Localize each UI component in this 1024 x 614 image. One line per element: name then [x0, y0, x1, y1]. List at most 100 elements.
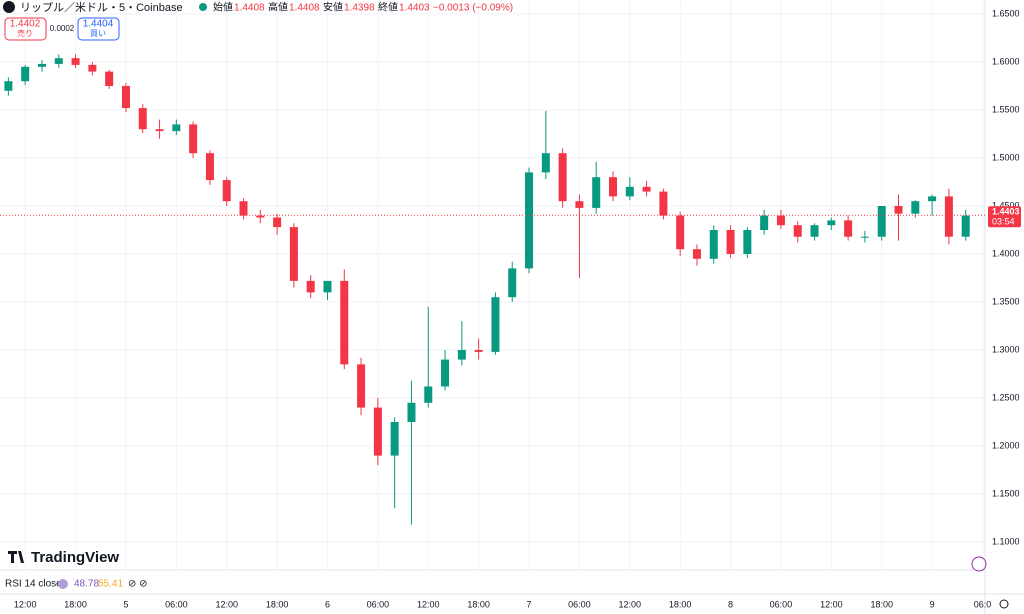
candle-body — [256, 215, 265, 218]
candles — [4, 54, 970, 525]
candle-body — [407, 402, 416, 422]
y-tick-label: 1.4500 — [992, 200, 1020, 210]
candle-body — [508, 268, 517, 298]
rsi-hide[interactable]: ⊘ ⊘ — [128, 579, 148, 590]
candle-body — [21, 66, 30, 82]
buy-label: 買い — [90, 29, 106, 38]
candle-body — [944, 196, 953, 237]
y-tick-label: 1.4000 — [992, 248, 1020, 258]
candle-body — [575, 201, 584, 208]
candle-body — [222, 180, 231, 202]
candle-body — [105, 71, 114, 87]
candle-body — [592, 177, 601, 208]
x-tick-label: 18:00 — [266, 599, 289, 609]
candle-body — [844, 220, 853, 237]
legend-change: −0.0013 (−0.09%) — [433, 3, 513, 14]
candle-body — [961, 215, 970, 237]
candle-body — [239, 201, 248, 216]
candle-body — [373, 407, 382, 456]
rsi-icon — [58, 579, 68, 589]
y-tick-label: 1.1000 — [992, 536, 1020, 546]
candle-body — [525, 172, 534, 269]
x-tick-label: 18:00 — [64, 599, 87, 609]
candle-body — [726, 229, 735, 254]
x-tick-label: 8 — [728, 599, 733, 609]
candle-body — [323, 280, 332, 293]
brand: TradingView — [31, 549, 119, 566]
candle-body — [894, 205, 903, 214]
sell-price: 1.4402 — [10, 19, 41, 30]
candle-body — [306, 280, 315, 293]
countdown: 03:54 — [992, 217, 1015, 227]
candle-body — [911, 201, 920, 214]
chart-title: リップル／米ドル・5・Coinbase — [20, 1, 183, 14]
candle-body — [474, 349, 483, 352]
x-tick-label: 12:00 — [215, 599, 238, 609]
candle-body — [642, 186, 651, 192]
x-tick-label: 06:00 — [568, 599, 591, 609]
rsi-label: RSI 14 close — [5, 579, 62, 590]
spread: 0.0002 — [50, 24, 75, 33]
candle-body — [457, 349, 466, 360]
legend-value: 1.4408 — [289, 3, 320, 14]
y-tick-label: 1.2000 — [992, 440, 1020, 450]
candle-body — [659, 191, 668, 216]
x-tick-label: 6 — [325, 599, 330, 609]
sell-button[interactable] — [4, 17, 47, 41]
legend-value: 1.4398 — [344, 3, 375, 14]
candle-body — [676, 215, 685, 250]
x-tick-label: 06:00 — [165, 599, 188, 609]
candle-body — [390, 421, 399, 456]
candle-body — [776, 215, 785, 226]
x-tick-label: 9 — [930, 599, 935, 609]
status-dot — [199, 3, 207, 11]
rsi-value: 55.41 — [98, 579, 123, 590]
candle-body — [289, 227, 298, 281]
legend-value: 1.4408 — [234, 3, 265, 14]
grid — [0, 0, 985, 570]
x-tick-label: 18:00 — [669, 599, 692, 609]
candle-body — [625, 186, 634, 197]
x-tick-label: 18:00 — [870, 599, 893, 609]
candle-body — [541, 153, 550, 173]
y-tick-label: 1.1500 — [992, 488, 1020, 498]
candle-body — [172, 124, 181, 132]
candle-body — [4, 81, 13, 91]
candle-body — [424, 386, 433, 403]
settings-icon[interactable] — [999, 599, 1009, 609]
alert-icon[interactable] — [971, 556, 987, 572]
candle-body — [121, 86, 130, 109]
candle-body — [138, 108, 147, 130]
candle-body — [441, 359, 450, 387]
x-tick-label: 06:00 — [770, 599, 793, 609]
candle-body — [743, 229, 752, 254]
y-tick-label: 1.6500 — [992, 8, 1020, 18]
ohlc-legend: 始値 1.4408 高値 1.4408 安値 1.4398 終値 1.4403 −0.0013 … — [213, 1, 513, 14]
candle-body — [357, 364, 366, 408]
x-tick-label: 18:00 — [467, 599, 490, 609]
y-tick-label: 1.2500 — [992, 392, 1020, 402]
candle-body — [54, 58, 63, 64]
x-tick-label: 12:00 — [619, 599, 642, 609]
candle-body — [189, 124, 198, 154]
x-tick-label: 06:0 — [974, 599, 992, 609]
last-price-badge — [988, 206, 1021, 228]
candle-body — [273, 217, 282, 228]
candle-body — [205, 153, 214, 181]
symbol-icon — [3, 1, 15, 13]
legend-key: 終値 — [378, 1, 398, 14]
candle-body — [877, 205, 886, 237]
y-tick-label: 1.5000 — [992, 152, 1020, 162]
candle-body — [928, 196, 937, 202]
x-tick-label: 7 — [527, 599, 532, 609]
candle-body — [760, 215, 769, 230]
y-tick-label: 1.3500 — [992, 296, 1020, 306]
x-tick-label: 12:00 — [820, 599, 843, 609]
buy-button[interactable] — [77, 17, 120, 41]
x-tick-label: 06:00 — [367, 599, 390, 609]
candle-body — [810, 225, 819, 237]
candle-body — [491, 297, 500, 352]
